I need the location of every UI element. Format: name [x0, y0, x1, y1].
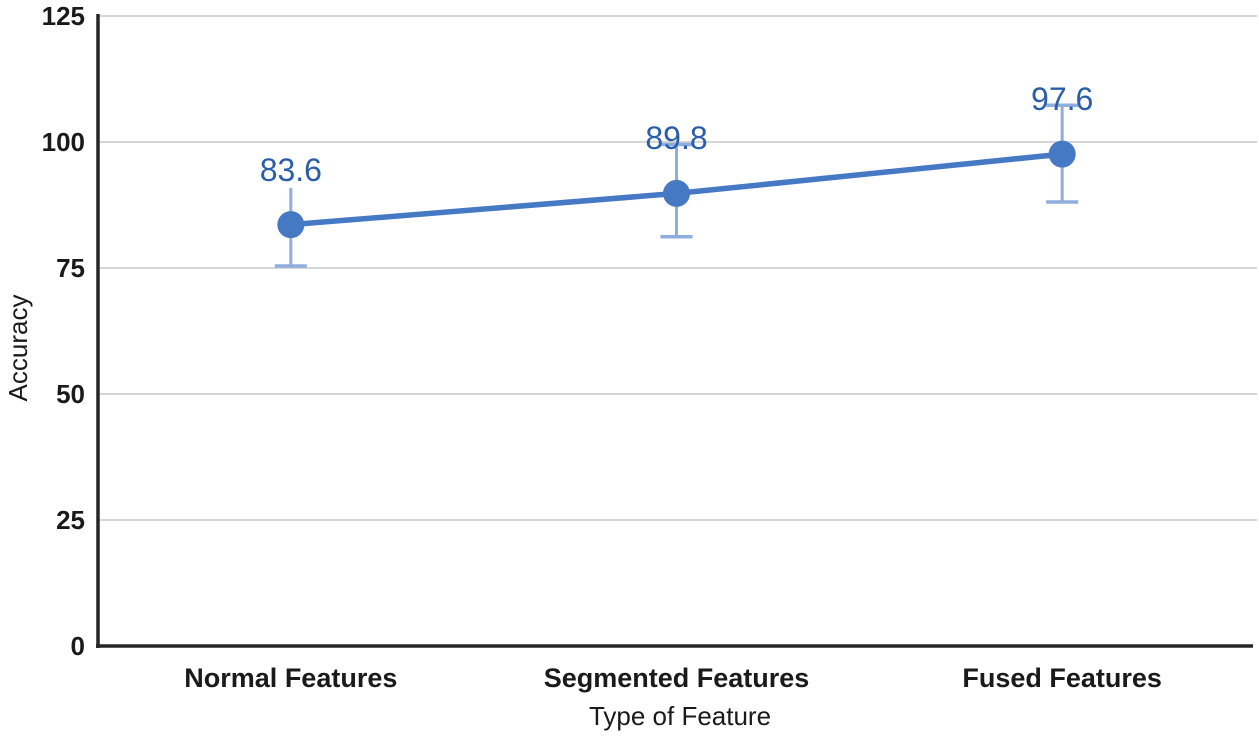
y-axis-tick-label: 25	[56, 505, 85, 535]
data-point-marker	[1048, 140, 1076, 168]
y-axis-tick-label: 0	[70, 631, 85, 661]
y-axis-title: Accuracy	[3, 294, 33, 402]
data-point-label: 83.6	[259, 151, 322, 188]
y-axis-tick-label: 50	[56, 379, 85, 409]
data-point-label: 97.6	[1031, 81, 1094, 118]
x-axis-title: Type of Feature	[588, 701, 772, 731]
data-point-marker	[663, 179, 690, 207]
x-axis-category-label: Fused Features	[962, 663, 1162, 693]
y-axis-tick-label: 75	[56, 253, 85, 283]
x-axis-category-label: Normal Features	[184, 663, 398, 693]
data-point-marker	[277, 211, 305, 239]
y-axis-tick-label: 100	[41, 127, 85, 157]
data-point-label: 89.8	[645, 120, 708, 157]
y-axis-tick-label: 125	[41, 1, 85, 31]
x-axis-category-label: Segmented Features	[543, 663, 810, 693]
